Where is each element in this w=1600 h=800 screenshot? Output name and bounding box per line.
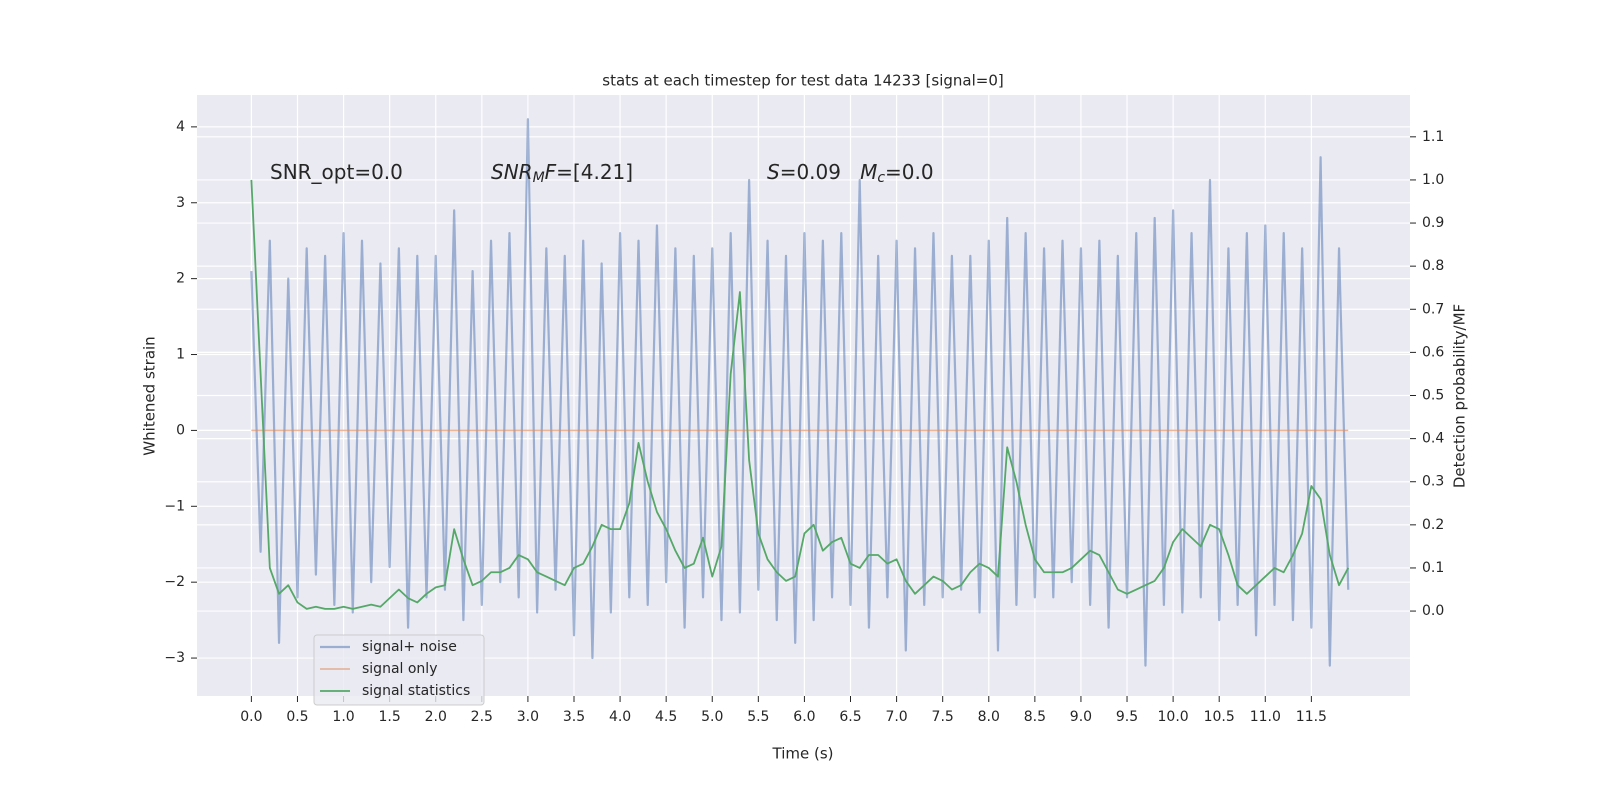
x-tick-label: 11.0 (1250, 709, 1281, 725)
annotation-part: =0.09 (780, 160, 860, 184)
y2-tick-label: 1.0 (1422, 172, 1444, 188)
x-tick-label: 9.5 (1116, 709, 1138, 725)
x-tick-label: 8.0 (978, 709, 1000, 725)
x-tick-label: 9.0 (1070, 709, 1092, 725)
x-tick-label: 10.5 (1204, 709, 1235, 725)
annotation: S=0.09 Mc=0.0 (767, 160, 934, 187)
legend-label: signal statistics (362, 683, 470, 699)
x-tick-label: 0.0 (240, 709, 262, 725)
x-tick-label: 1.0 (332, 709, 354, 725)
annotation-part: M (860, 160, 877, 184)
y-tick-label: 2 (176, 271, 185, 287)
y2-tick-label: 0.3 (1422, 474, 1444, 490)
y-tick-label: 1 (176, 347, 185, 363)
annotation-part: =0.0 (885, 160, 934, 184)
y2-tick-label: 0.9 (1422, 215, 1444, 231)
x-tick-label: 7.0 (885, 709, 907, 725)
x-tick-label: 4.0 (609, 709, 631, 725)
x-tick-label: 4.5 (655, 709, 677, 725)
chart-title: stats at each timestep for test data 142… (602, 72, 1003, 90)
x-tick-label: 0.5 (286, 709, 308, 725)
y-tick-label: 4 (176, 119, 185, 135)
annotation-part: SNR_opt=0.0 (270, 160, 403, 184)
y2-tick-label: 0.0 (1422, 603, 1444, 619)
y-tick-label: −3 (164, 650, 185, 666)
y2-tick-label: 0.4 (1422, 431, 1444, 447)
x-tick-label: 2.5 (471, 709, 493, 725)
y2-axis-label: Detection probability/MF (1451, 304, 1469, 488)
legend-box (313, 634, 485, 706)
x-tick-label: 5.5 (747, 709, 769, 725)
annotation-part: SNR (491, 160, 533, 184)
y-tick-label: 0 (176, 422, 185, 438)
x-tick-label: 1.5 (379, 709, 401, 725)
annotation-part: S (767, 160, 780, 184)
y2-tick-label: 0.5 (1422, 388, 1444, 404)
y2-tick-label: 0.7 (1422, 301, 1444, 317)
legend-label: signal+ noise (362, 639, 457, 655)
y2-tick-label: 0.8 (1422, 258, 1444, 274)
y2-tick-label: 0.2 (1422, 517, 1444, 533)
annotation-part: =[4.21] (556, 160, 633, 184)
legend-label: signal only (362, 661, 437, 677)
y-axis-label: Whitened strain (141, 336, 159, 455)
y2-tick-label: 1.1 (1422, 129, 1444, 145)
annotation-part: M (533, 170, 545, 186)
x-tick-label: 10.0 (1158, 709, 1189, 725)
x-tick-label: 3.0 (517, 709, 539, 725)
x-tick-label: 8.5 (1024, 709, 1046, 725)
x-tick-label: 2.0 (425, 709, 447, 725)
x-tick-label: 11.5 (1296, 709, 1327, 725)
y-tick-label: −1 (164, 498, 185, 514)
x-tick-label: 3.5 (563, 709, 585, 725)
y-tick-label: −2 (164, 574, 185, 590)
x-tick-label: 6.5 (839, 709, 861, 725)
series-line (250, 118, 1350, 667)
annotation-part: c (877, 170, 885, 186)
x-tick-label: 5.0 (701, 709, 723, 725)
x-tick-label: 7.5 (932, 709, 954, 725)
annotation-part: F (545, 160, 557, 184)
x-axis-label: Time (s) (772, 745, 834, 763)
y2-tick-label: 0.6 (1422, 344, 1444, 360)
y-tick-label: 3 (176, 195, 185, 211)
annotation: SNR_opt=0.0 (270, 160, 403, 184)
annotation: SNRMF=[4.21] (491, 160, 633, 187)
x-tick-label: 6.0 (793, 709, 815, 725)
y2-tick-label: 0.1 (1422, 560, 1444, 576)
series-line (250, 179, 1350, 610)
